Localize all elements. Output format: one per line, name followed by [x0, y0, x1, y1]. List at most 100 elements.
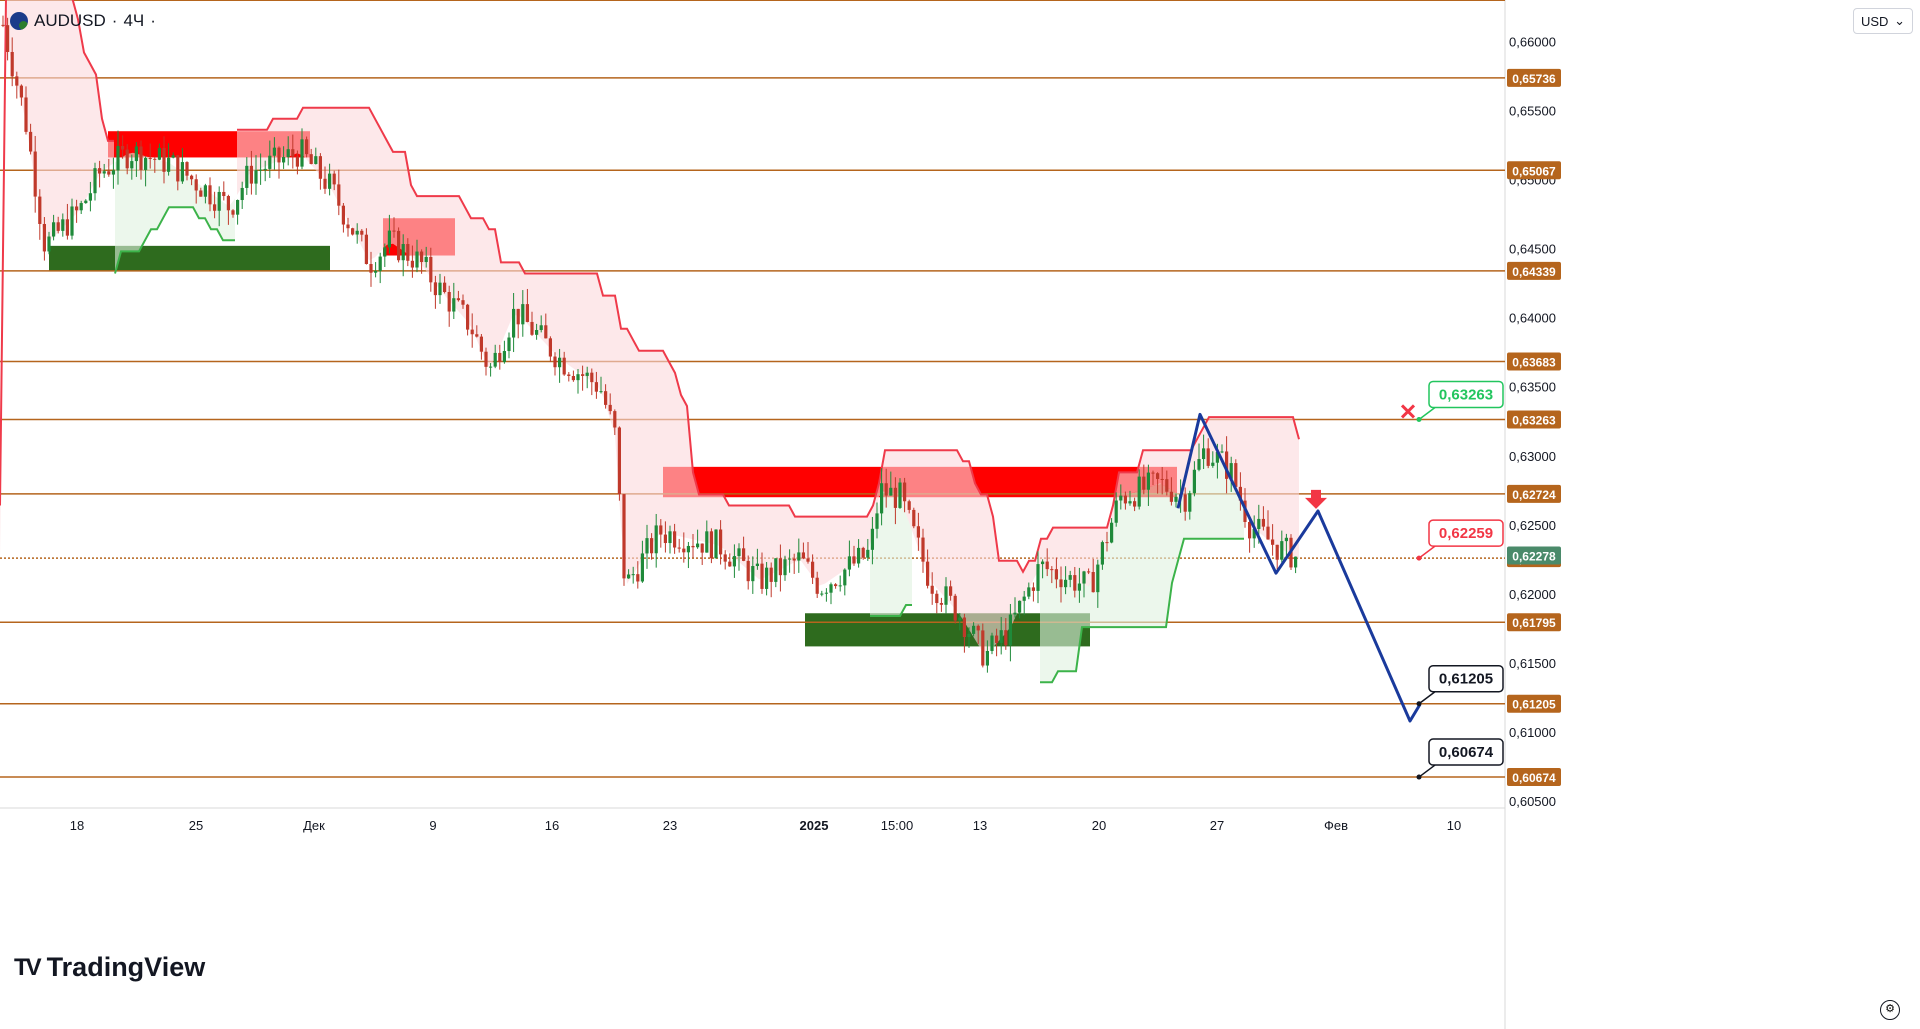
candle-body: [1045, 561, 1049, 570]
candle-body: [806, 558, 810, 562]
candle-body: [346, 224, 350, 229]
timeframe-label[interactable]: 4Ч: [123, 11, 145, 30]
candle-body: [1004, 630, 1008, 646]
candle-body: [985, 651, 989, 666]
candle-body: [323, 178, 327, 189]
candle-body: [374, 270, 378, 273]
candle-body: [562, 357, 566, 375]
candle-body: [585, 372, 589, 376]
candle-body: [1261, 518, 1265, 527]
candle-body: [190, 175, 194, 180]
candle-body: [1225, 451, 1229, 479]
candle-body: [788, 558, 792, 560]
trail-green-fill-0: [115, 152, 235, 274]
candle-body: [636, 574, 640, 582]
level-price-label: 0,62724: [1512, 488, 1556, 502]
candle-body: [1234, 463, 1238, 487]
candle-body: [889, 487, 893, 496]
candle-body: [516, 308, 520, 325]
candle-body: [498, 352, 502, 363]
y-tick-label: 0,61000: [1509, 725, 1556, 740]
current-price-tag: [1507, 546, 1561, 565]
candle-body: [355, 230, 359, 235]
projection-path: [1176, 412, 1422, 723]
candle-body: [1114, 500, 1118, 523]
candle-body: [33, 151, 37, 197]
candle-body: [1, 24, 5, 26]
candle-body: [539, 325, 543, 331]
candle-body: [755, 563, 759, 567]
candle-body: [102, 171, 106, 174]
candle-body: [797, 552, 801, 561]
candle-body: [1087, 571, 1091, 573]
candle-body: [282, 157, 286, 163]
candle-body: [663, 534, 667, 544]
candle-body: [1036, 564, 1040, 591]
candle-body: [604, 391, 608, 405]
candle-body: [1271, 539, 1275, 545]
candle-body: [631, 574, 635, 576]
candle-body: [1018, 600, 1022, 613]
trail-green-fill-1: [870, 491, 912, 616]
candle-body: [677, 547, 681, 549]
candle-body: [1146, 472, 1150, 490]
candle-body: [847, 556, 851, 570]
symbol-header[interactable]: AUDUSD · 4Ч ·: [10, 8, 156, 34]
candle-body: [608, 404, 612, 412]
candle-body: [558, 357, 562, 368]
candle-body: [185, 162, 189, 176]
candle-body: [535, 330, 539, 335]
candle-body: [824, 592, 828, 594]
x-tick-label: 20: [1092, 818, 1106, 833]
chevron-down-icon: ⌄: [1894, 13, 1905, 28]
candle-body: [1294, 556, 1298, 568]
candle-body: [1119, 495, 1123, 501]
candle-body: [107, 171, 111, 175]
candle-body: [512, 308, 516, 338]
candle-body: [903, 482, 907, 502]
candle-body: [1091, 572, 1095, 593]
trail-red-fill-0: [0, 0, 114, 560]
candle-body: [1192, 469, 1196, 494]
candle-body: [148, 158, 152, 160]
candle-body: [613, 411, 617, 428]
candle-body: [995, 635, 999, 643]
candle-body: [668, 531, 672, 544]
candle-body: [700, 543, 704, 553]
callout-target: 0,60674: [1416, 738, 1504, 780]
candle-body: [139, 146, 143, 170]
y-tick-label: 0,64000: [1509, 311, 1556, 326]
candle-body: [843, 569, 847, 586]
candle-body: [1248, 521, 1252, 539]
candle-body: [852, 556, 856, 564]
candle-body: [581, 374, 585, 376]
candle-body: [314, 156, 318, 164]
candle-body: [493, 352, 497, 367]
candle-body: [926, 561, 930, 586]
candle-body: [525, 304, 529, 322]
candle-body: [24, 97, 28, 132]
level-price-tag: [1507, 352, 1561, 371]
candle-body: [1275, 544, 1279, 560]
gear-icon[interactable]: ⚙: [1880, 1000, 1900, 1020]
candle-body: [1165, 479, 1169, 492]
candle-body: [208, 185, 212, 205]
candle-body: [245, 165, 249, 188]
candle-body: [79, 203, 83, 211]
level-price-tag: [1507, 161, 1561, 180]
candle-body: [19, 85, 23, 98]
candle-body: [194, 179, 198, 191]
candle-body: [765, 567, 769, 589]
candle-body: [272, 147, 276, 156]
tradingview-logo[interactable]: TV TradingView: [14, 952, 205, 983]
candle-body: [1142, 476, 1146, 490]
candle-body: [332, 173, 336, 185]
currency-select[interactable]: USD ⌄: [1853, 8, 1913, 34]
level-price-label: 0,61795: [1512, 616, 1556, 630]
candle-body: [1183, 494, 1187, 512]
candle-body: [10, 51, 14, 77]
candle-body: [1041, 561, 1045, 565]
candle-body: [277, 147, 281, 163]
candle-body: [56, 222, 60, 231]
